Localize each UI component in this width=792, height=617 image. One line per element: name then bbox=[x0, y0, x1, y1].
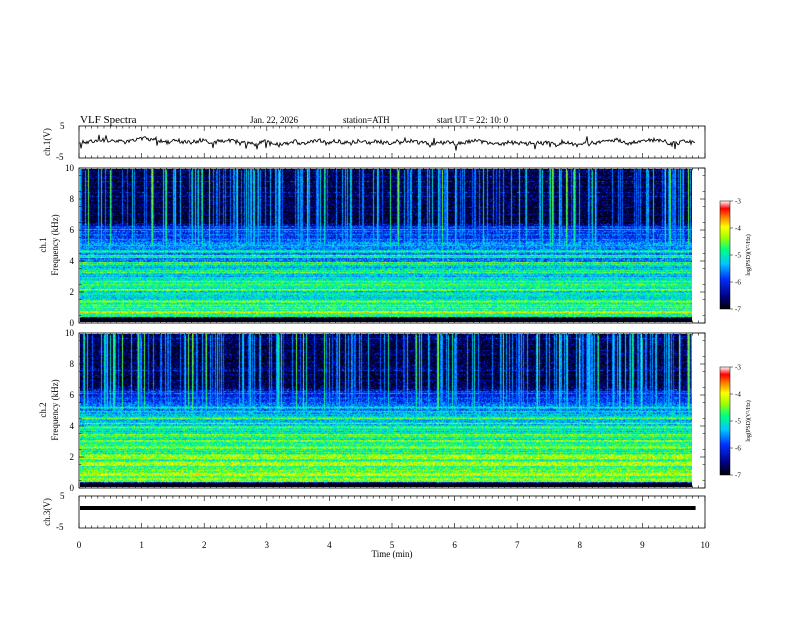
y-tick-label: 10 bbox=[65, 163, 75, 173]
ch1-colorbar-ticks: -3 -4 -5 -6 -7 bbox=[730, 198, 741, 314]
ch1-spectrogram-ylabel: ch.1 bbox=[38, 237, 48, 252]
ch2-spectrogram-image bbox=[80, 334, 692, 487]
x-tick-labels: 0 1 2 3 4 5 6 7 8 9 10 bbox=[77, 540, 710, 550]
axis-ticks bbox=[78, 126, 706, 528]
colorbar-tick-label: -7 bbox=[735, 472, 741, 480]
y-tick-label: 8 bbox=[70, 359, 75, 369]
ch1-ytick-bottom: -5 bbox=[56, 152, 64, 162]
ch2-colorbar-ticks: -3 -4 -5 -6 -7 bbox=[730, 364, 741, 480]
x-tick-label: 0 bbox=[77, 540, 82, 550]
colorbar-tick-label: -6 bbox=[735, 279, 741, 287]
x-tick-label: 1 bbox=[139, 540, 144, 550]
ch2-colorbar-title: log(PSD)(V²/Hz) bbox=[745, 400, 752, 441]
y-tick-label: 2 bbox=[70, 287, 75, 297]
ch2-spectrogram-ylabel: ch.2 bbox=[38, 402, 48, 417]
x-tick-label: 8 bbox=[578, 540, 583, 550]
colorbar-tick-label: -7 bbox=[735, 306, 741, 314]
ch1-waveform-ylabel: ch.1(V) bbox=[42, 128, 52, 156]
y-tick-label: 6 bbox=[70, 390, 75, 400]
y-tick-label: 10 bbox=[65, 328, 75, 338]
x-tick-label: 7 bbox=[515, 540, 520, 550]
y-tick-label: 4 bbox=[70, 256, 75, 266]
y-tick-label: 6 bbox=[70, 225, 75, 235]
ch3-ytick-bottom: -5 bbox=[56, 522, 64, 532]
x-tick-label: 2 bbox=[202, 540, 207, 550]
station-label: station=ATH bbox=[343, 115, 390, 125]
date-label: Jan. 22, 2026 bbox=[250, 115, 298, 125]
ch1-waveform-trace bbox=[79, 134, 696, 151]
x-tick-label: 10 bbox=[701, 540, 711, 550]
colorbar-tick-label: -4 bbox=[735, 391, 741, 399]
colorbar-tick-label: -6 bbox=[735, 445, 741, 453]
ch1-spectrogram-yticks: 0 2 4 6 8 10 bbox=[65, 163, 705, 328]
ch1-colorbar bbox=[719, 200, 731, 310]
ch1-ytick-top: 5 bbox=[60, 121, 65, 131]
y-tick-label: 8 bbox=[70, 194, 75, 204]
x-tick-label: 6 bbox=[452, 540, 457, 550]
ch3-waveform-ylabel: ch.3(V) bbox=[42, 498, 52, 526]
x-tick-label: 3 bbox=[265, 540, 270, 550]
y-tick-label: 0 bbox=[70, 318, 75, 328]
colorbar-tick-label: -3 bbox=[735, 364, 741, 372]
ch1-spectrogram-ylabel2: Frequency (kHz) bbox=[50, 214, 60, 275]
x-tick-label: 5 bbox=[390, 540, 395, 550]
ch2-colorbar bbox=[719, 366, 731, 476]
x-tick-label: 9 bbox=[640, 540, 645, 550]
ch2-spectrogram-ylabel2: Frequency (kHz) bbox=[50, 379, 60, 440]
x-tick-label: 4 bbox=[327, 540, 332, 550]
y-tick-label: 0 bbox=[70, 483, 75, 493]
colorbar-tick-label: -5 bbox=[735, 252, 741, 260]
ch1-colorbar-title: log(PSD)(V²/Hz) bbox=[745, 234, 752, 275]
ch3-ytick-top: 5 bbox=[60, 491, 65, 501]
y-tick-label: 2 bbox=[70, 452, 75, 462]
ch2-spectrogram-yticks: 0 2 4 6 8 10 bbox=[65, 328, 705, 493]
y-tick-label: 4 bbox=[70, 421, 75, 431]
start-time-label: start UT = 22: 10: 0 bbox=[437, 115, 509, 125]
figure-title: VLF Spectra bbox=[80, 114, 137, 126]
colorbar-tick-label: -5 bbox=[735, 418, 741, 426]
x-axis-title: Time (min) bbox=[372, 549, 413, 559]
colorbar-tick-label: -3 bbox=[735, 198, 741, 206]
ch1-spectrogram-image bbox=[80, 169, 692, 322]
colorbar-tick-label: -4 bbox=[735, 225, 741, 233]
